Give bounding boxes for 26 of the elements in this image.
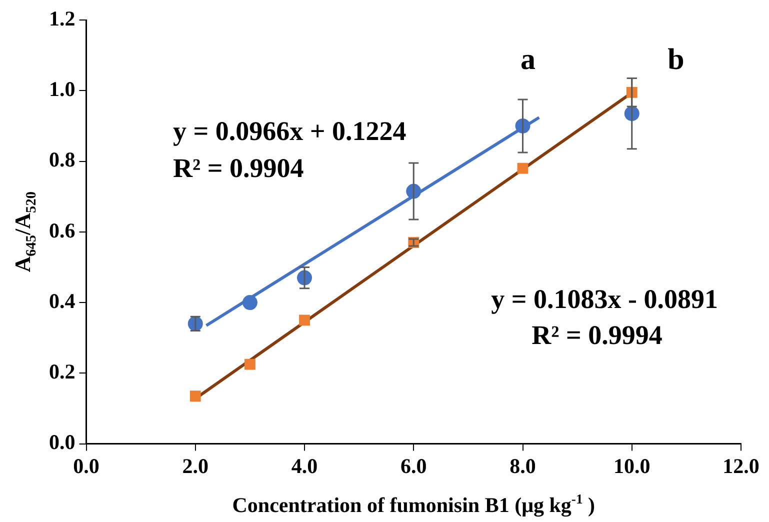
y-axis-title: A645/A520	[10, 192, 40, 272]
point	[242, 295, 258, 310]
point	[244, 358, 256, 370]
x-tick-label: 6.0	[400, 454, 427, 478]
point	[299, 314, 310, 326]
x-tick-label: 10.0	[614, 454, 650, 478]
y-tick-label: 0.6	[49, 218, 76, 242]
x-tick-label: 0.0	[73, 454, 100, 478]
annotation: R² = 0.9904	[173, 153, 304, 183]
annotation: y = 0.0966x + 0.1224	[173, 116, 406, 146]
annotation: a	[520, 43, 536, 76]
x-tick-label: 2.0	[182, 454, 208, 478]
annotation: R² = 0.9994	[532, 320, 662, 350]
x-tick-label: 4.0	[291, 454, 318, 478]
point	[517, 162, 528, 174]
y-tick-label: 1.0	[49, 77, 76, 102]
y-tick-label: 1.2	[49, 6, 76, 30]
y-tick-label: 0.8	[49, 148, 76, 172]
y-tick-label: 0.2	[49, 360, 76, 384]
annotation: b	[668, 43, 684, 76]
x-tick-label: 8.0	[510, 454, 536, 478]
x-tick-label: 12.0	[722, 454, 760, 478]
annotation: y = 0.1083x - 0.0891	[491, 284, 718, 314]
y-tick-label: 0.0	[49, 430, 76, 454]
y-tick-label: 0.4	[49, 288, 76, 313]
point	[190, 390, 201, 402]
